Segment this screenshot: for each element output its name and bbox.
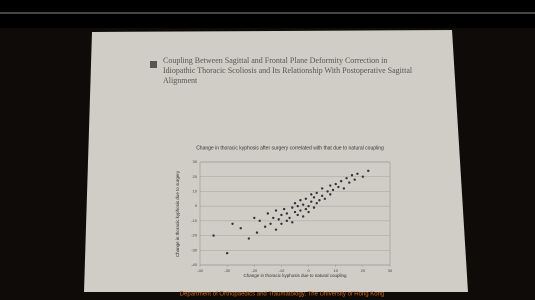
point <box>337 186 339 188</box>
point <box>259 220 261 222</box>
point <box>264 226 266 228</box>
point <box>340 180 342 182</box>
point <box>297 205 299 207</box>
point <box>332 189 334 191</box>
x-axis-label: Change in thoracic kyphosis due to natur… <box>243 273 347 278</box>
chart-title: Change in thoracic kyphosis after surger… <box>196 145 384 151</box>
x-tick-label: -40 <box>197 268 204 273</box>
point <box>345 177 347 179</box>
point <box>305 208 307 210</box>
point <box>307 211 309 213</box>
slide-title: Coupling Between Sagittal and Frontal Pl… <box>163 56 413 86</box>
point <box>348 181 350 183</box>
x-tick-label: -20 <box>251 268 258 273</box>
point <box>302 203 304 205</box>
point <box>351 174 353 176</box>
x-tick-label: 10 <box>333 268 338 273</box>
point <box>267 212 269 214</box>
point <box>302 215 304 217</box>
slide-footer: Department of Orthopaedics and Traumatol… <box>180 292 385 298</box>
point <box>269 223 271 225</box>
point <box>291 221 293 223</box>
point <box>275 228 277 230</box>
point <box>356 173 358 175</box>
y-tick-label: 10 <box>193 188 198 193</box>
point <box>291 206 293 208</box>
point <box>272 217 274 219</box>
x-tick-label: -30 <box>224 268 231 273</box>
point <box>231 223 233 225</box>
point <box>313 206 315 208</box>
point <box>329 184 331 186</box>
point <box>286 212 288 214</box>
point <box>280 223 282 225</box>
point <box>326 190 328 192</box>
point <box>286 220 288 222</box>
x-tick-label: 30 <box>388 268 393 273</box>
point <box>294 211 296 213</box>
point <box>343 187 345 189</box>
point <box>305 198 307 200</box>
x-tick-label: -10 <box>279 268 286 273</box>
point <box>278 218 280 220</box>
point <box>283 208 285 210</box>
point <box>275 209 277 211</box>
y-tick-label: -40 <box>191 262 198 267</box>
point <box>354 178 356 180</box>
point <box>318 199 320 201</box>
point <box>362 176 364 178</box>
title-box: Coupling Between Sagittal and Frontal Pl… <box>163 56 413 106</box>
point <box>316 202 318 204</box>
point <box>240 227 242 229</box>
point <box>313 196 315 198</box>
point <box>248 237 250 239</box>
point <box>212 234 214 236</box>
point <box>256 231 258 233</box>
top-band <box>0 0 535 28</box>
point <box>294 202 296 204</box>
point <box>367 170 369 172</box>
y-tick-label: 20 <box>193 174 198 179</box>
point <box>297 214 299 216</box>
point <box>310 201 312 203</box>
y-tick-label: 30 <box>193 159 198 164</box>
y-axis-label: Change in thoracic kyphosis due to surge… <box>175 170 180 257</box>
point <box>324 198 326 200</box>
y-tick-label: -10 <box>191 218 198 223</box>
bullet <box>150 61 157 68</box>
point <box>316 192 318 194</box>
x-tick-label: 20 <box>361 268 366 273</box>
y-tick-label: -20 <box>191 233 198 238</box>
point <box>310 193 312 195</box>
point <box>335 183 337 185</box>
point <box>307 205 309 207</box>
point <box>299 199 301 201</box>
point <box>226 252 228 254</box>
point <box>299 209 301 211</box>
point <box>280 214 282 216</box>
point <box>321 187 323 189</box>
point <box>253 217 255 219</box>
y-tick-label: -30 <box>191 247 198 252</box>
point <box>288 217 290 219</box>
point <box>329 193 331 195</box>
photo: Coupling Between Sagittal and Frontal Pl… <box>0 0 535 300</box>
point <box>321 195 323 197</box>
